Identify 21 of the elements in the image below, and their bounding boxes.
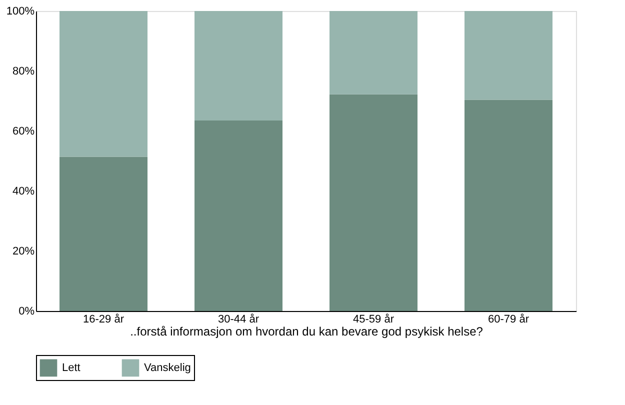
y-tick-label: 0% — [18, 306, 35, 318]
x-tick-label: 30-44 år — [218, 314, 260, 326]
x-axis-title: ..forstå informasjon om hvordan du kan bevare god psykisk helse? — [130, 324, 484, 338]
x-tick-label: 16-29 år — [83, 314, 124, 326]
bar — [330, 94, 418, 311]
legend-label: Lett — [62, 362, 80, 374]
y-tick-label: 100% — [6, 6, 35, 18]
y-tick-label: 60% — [12, 126, 35, 138]
x-tick-label: 45-59 år — [353, 314, 394, 326]
bar — [194, 120, 282, 311]
y-tick-label: 20% — [12, 246, 35, 258]
bar — [464, 11, 552, 100]
y-tick-label: 40% — [12, 186, 35, 198]
bar — [60, 11, 148, 157]
bar — [464, 100, 552, 311]
bar — [60, 156, 148, 311]
y-tick-label: 80% — [12, 66, 35, 78]
bar — [194, 11, 282, 120]
bar — [330, 11, 418, 94]
legend-label: Vanskelig — [144, 362, 191, 374]
x-tick-label: 60-79 år — [488, 314, 530, 326]
